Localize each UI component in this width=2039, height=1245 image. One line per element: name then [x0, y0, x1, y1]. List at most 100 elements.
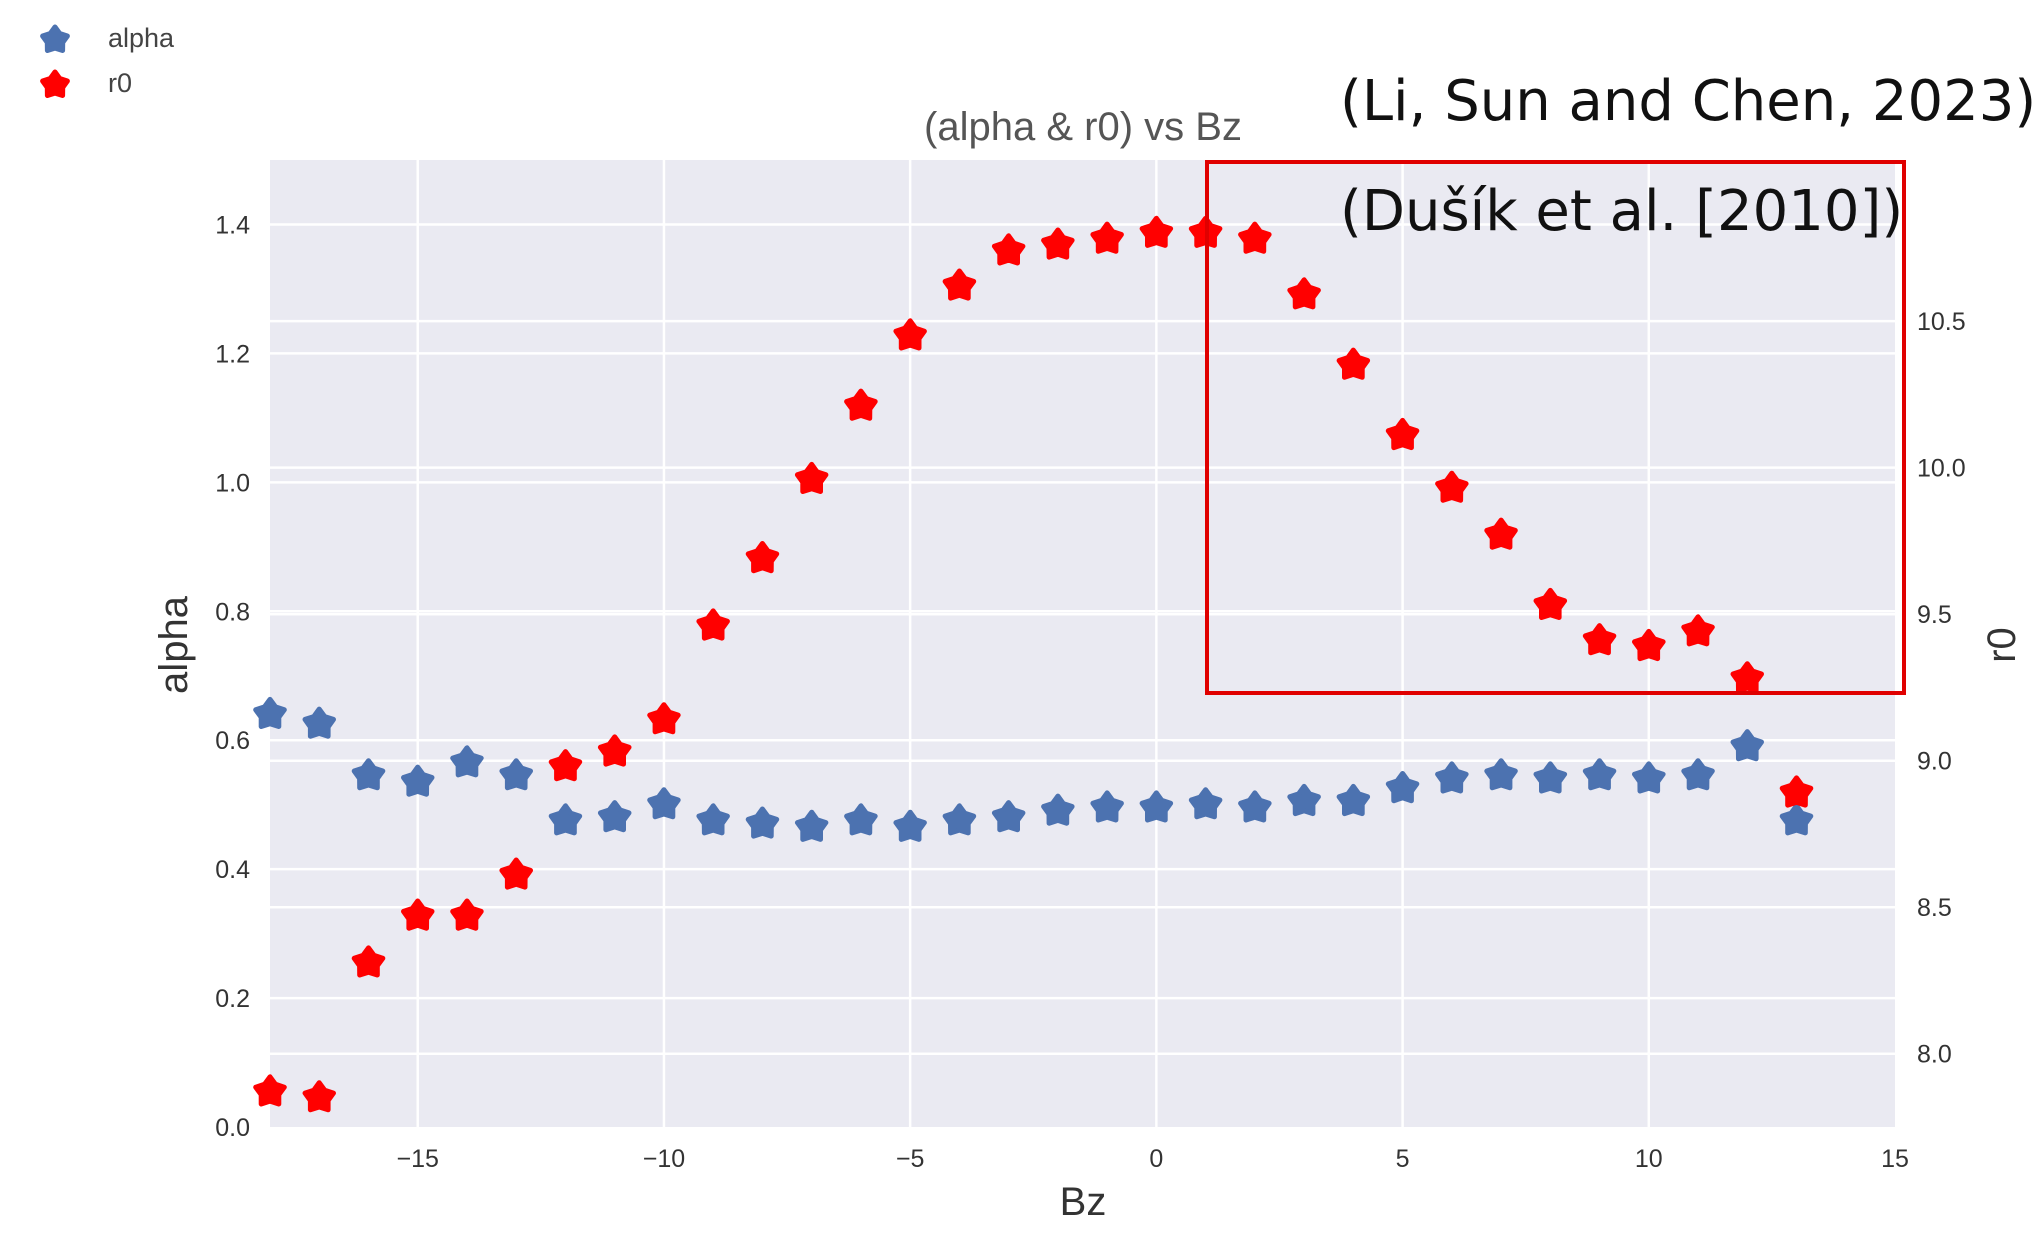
point-r0: [1681, 614, 1715, 647]
point-alpha: [1090, 790, 1124, 823]
point-alpha: [696, 803, 730, 836]
point-r0: [1582, 623, 1617, 656]
point-r0: [1632, 628, 1666, 662]
point-alpha: [1632, 761, 1666, 794]
y-left-tick-label: 1.0: [215, 469, 250, 497]
point-r0: [745, 541, 780, 574]
point-alpha: [991, 800, 1026, 833]
y-right-tick-label: 10.0: [1917, 455, 1966, 483]
y-right-tick-label: 8.0: [1917, 1041, 1952, 1069]
point-alpha: [1287, 783, 1321, 817]
chart-title: (alpha & r0) vs Bz: [924, 105, 1242, 149]
point-alpha: [1139, 790, 1174, 823]
point-alpha: [794, 809, 829, 842]
point-r0: [1484, 517, 1518, 550]
point-alpha: [942, 803, 977, 836]
grid-right: [270, 319, 1895, 1055]
y-left-tick-label: 1.4: [215, 211, 250, 239]
x-tick-label: 10: [1635, 1145, 1663, 1173]
point-r0: [351, 945, 386, 978]
y-left-tick-label: 1.2: [215, 340, 250, 368]
y-right-tick-label: 9.5: [1917, 601, 1952, 629]
legend-label-r0: r0: [108, 68, 132, 98]
citation-dusik: (Dušík et al. [2010]): [1340, 179, 1903, 244]
point-r0: [991, 233, 1026, 266]
point-r0: [942, 268, 977, 301]
point-alpha: [745, 806, 780, 839]
point-alpha: [647, 787, 681, 820]
point-r0: [1238, 221, 1272, 254]
point-r0: [1336, 347, 1371, 380]
point-r0: [696, 608, 730, 641]
point-r0: [1139, 215, 1174, 248]
legend-marker-alpha-shape: [40, 24, 70, 53]
point-r0: [548, 749, 583, 782]
point-alpha: [1533, 761, 1568, 794]
point-alpha: [844, 803, 878, 836]
point-r0: [1730, 661, 1764, 694]
point-r0: [450, 898, 484, 931]
point-alpha: [1188, 787, 1223, 820]
point-alpha: [1385, 771, 1420, 804]
point-alpha: [1730, 729, 1764, 762]
y-left-tick-label: 0.0: [215, 1114, 250, 1142]
y-left-tick-label: 0.4: [215, 856, 250, 884]
point-alpha: [253, 696, 287, 729]
point-alpha: [893, 809, 927, 842]
y-axis-right-title: r0: [1980, 627, 2024, 663]
point-alpha: [351, 758, 386, 791]
point-alpha: [1484, 758, 1518, 791]
point-alpha: [1041, 793, 1075, 826]
point-alpha: [450, 745, 484, 778]
point-r0: [401, 898, 435, 931]
x-tick-label: 15: [1881, 1145, 1909, 1173]
point-r0: [597, 734, 632, 767]
highlight-box: [1205, 160, 1906, 695]
y-axis-left-title: alpha: [152, 595, 196, 694]
point-alpha: [1238, 790, 1272, 823]
y-right-tick-label: 8.5: [1917, 894, 1952, 922]
x-tick-label: 5: [1396, 1145, 1410, 1173]
point-alpha: [1779, 803, 1814, 836]
point-alpha: [401, 764, 435, 797]
point-r0: [1041, 227, 1075, 260]
point-r0: [794, 461, 829, 494]
legend: alpha r0: [40, 23, 175, 98]
point-alpha: [597, 800, 632, 833]
point-alpha: [1336, 783, 1371, 817]
x-axis-title: Bz: [1060, 1180, 1107, 1224]
legend-marker-r0-shape: [40, 69, 70, 98]
y-left-tick-label: 0.6: [215, 727, 250, 755]
x-tick-label: 0: [1149, 1145, 1163, 1173]
point-r0: [499, 857, 533, 890]
point-alpha: [548, 803, 583, 836]
point-r0: [647, 702, 681, 735]
legend-marker-r0: [40, 69, 70, 98]
legend-marker-alpha: [40, 24, 70, 53]
point-r0: [1779, 775, 1814, 808]
point-alpha: [499, 758, 533, 791]
point-r0: [893, 318, 927, 351]
point-r0: [1287, 277, 1321, 310]
point-r0: [1435, 470, 1469, 503]
point-r0: [844, 388, 878, 421]
y-axis-left-ticks: 0.0 0.2 0.4 0.6 0.8 1.0 1.2 1.4: [215, 211, 250, 1142]
point-r0: [302, 1080, 336, 1113]
y-right-tick-label: 9.0: [1917, 748, 1952, 776]
grid-left: [270, 223, 1895, 1000]
y-left-tick-label: 0.2: [215, 985, 250, 1013]
point-r0: [1533, 587, 1568, 620]
legend-label-alpha: alpha: [108, 23, 175, 53]
point-alpha: [1681, 758, 1715, 791]
y-axis-right-ticks: 8.0 8.5 9.0 9.5 10.0 10.5: [1917, 308, 1966, 1069]
point-alpha: [1435, 761, 1469, 794]
x-tick-label: −10: [643, 1145, 685, 1173]
x-tick-label: −5: [896, 1145, 925, 1173]
point-alpha: [302, 706, 336, 739]
point-r0: [1090, 221, 1124, 254]
y-right-tick-label: 10.5: [1917, 308, 1966, 336]
x-tick-label: −15: [397, 1145, 439, 1173]
point-r0: [253, 1074, 287, 1107]
point-r0: [1385, 417, 1420, 451]
